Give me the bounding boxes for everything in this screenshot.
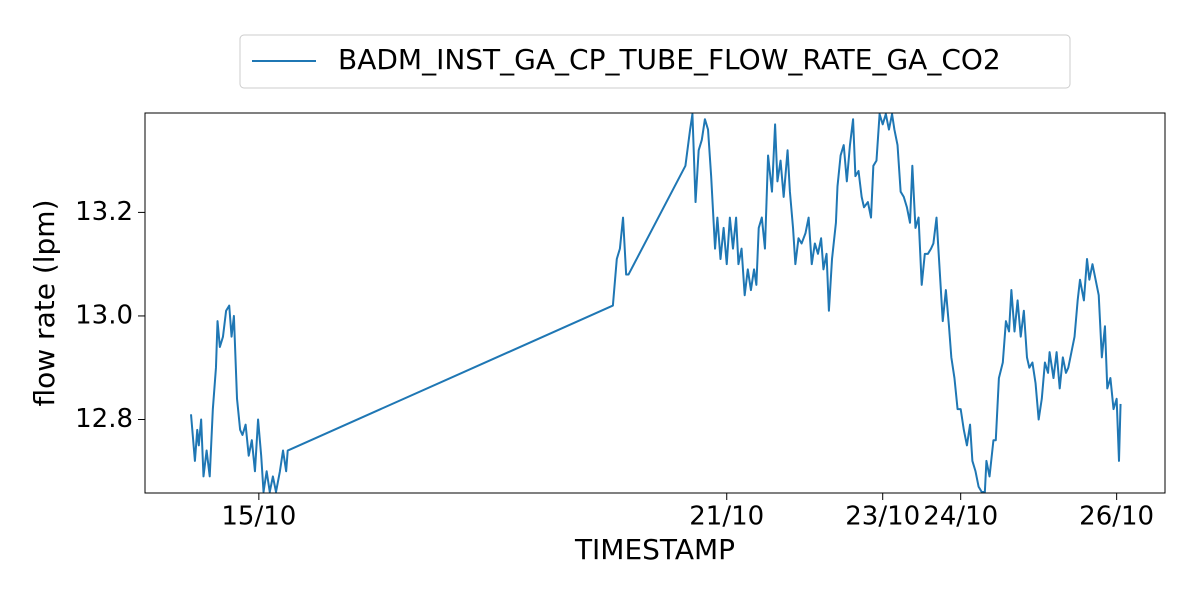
plot-frame [144, 112, 1166, 494]
x-tick-label: 21/10 [689, 502, 764, 532]
x-tick-label: 23/10 [845, 502, 920, 532]
x-tick-label: 15/10 [221, 502, 296, 532]
y-tick-label: 12.8 [75, 404, 133, 434]
legend-label: BADM_INST_GA_CP_TUBE_FLOW_RATE_GA_CO2 [338, 43, 1001, 76]
legend-box [239, 34, 1071, 89]
legend: BADM_INST_GA_CP_TUBE_FLOW_RATE_GA_CO2 [239, 34, 1071, 89]
x-tick-label: 24/10 [923, 502, 998, 532]
x-tick-label: 26/10 [1079, 502, 1154, 532]
y-axis-label: flow rate (lpm) [28, 199, 61, 406]
data-line [190, 113, 1122, 493]
x-axis-label: TIMESTAMP [574, 533, 735, 566]
y-tick-label: 13.0 [75, 300, 133, 330]
plot-area [190, 113, 1122, 493]
y-tick-label: 13.2 [75, 197, 133, 227]
